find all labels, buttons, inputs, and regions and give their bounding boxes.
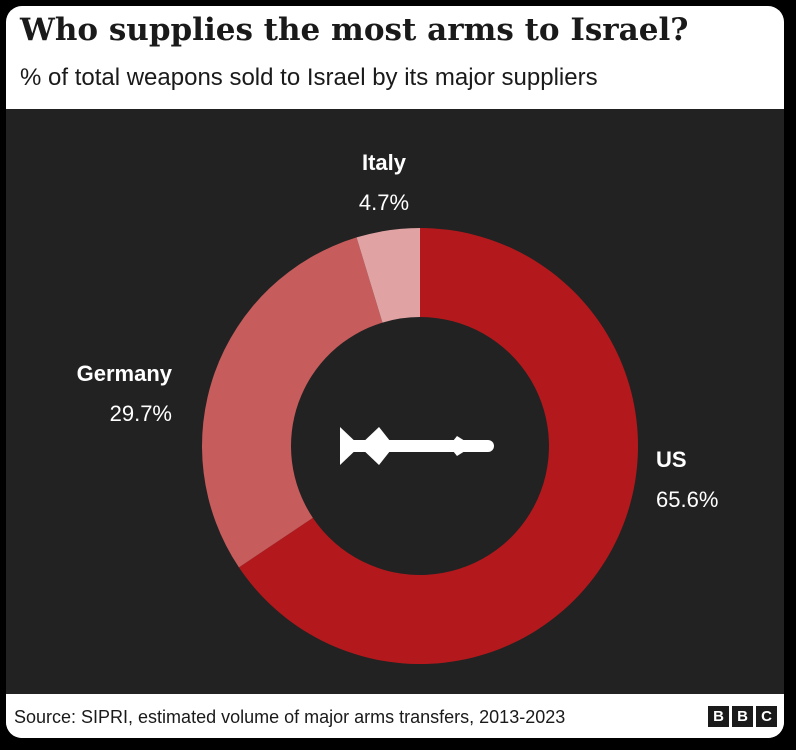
slice-italy [356, 228, 420, 323]
label-italy: Italy 4.7% [359, 150, 409, 215]
label-italy-value: 4.7% [359, 190, 409, 215]
donut-slices [201, 228, 639, 664]
label-germany-value: 29.7% [110, 401, 172, 426]
slice-us [238, 228, 639, 664]
label-germany-name: Germany [77, 361, 173, 386]
chart-subtitle: % of total weapons sold to Israel by its… [20, 64, 598, 91]
slice-germany [201, 237, 383, 568]
label-us-value: 65.6% [656, 487, 718, 512]
source-note: Source: SIPRI, estimated volume of major… [14, 707, 566, 727]
label-us: US 65.6% [656, 447, 718, 512]
chart-panel: Italy 4.7% Germany 29.7% US 65.6% [6, 109, 784, 694]
label-italy-name: Italy [362, 150, 407, 175]
missile-icon [340, 427, 494, 465]
footer: Source: SIPRI, estimated volume of major… [6, 694, 784, 738]
bbc-logo-letter: B [732, 706, 753, 727]
chart-card: Who supplies the most arms to Israel? % … [6, 6, 784, 738]
label-us-name: US [656, 447, 687, 472]
bbc-logo: B B C [708, 706, 777, 727]
donut-chart: Italy 4.7% Germany 29.7% US 65.6% [77, 150, 718, 664]
chart-title: Who supplies the most arms to Israel? [20, 12, 689, 48]
label-germany: Germany 29.7% [77, 361, 173, 426]
bbc-logo-letter: C [756, 706, 777, 727]
bbc-logo-letter: B [708, 706, 729, 727]
